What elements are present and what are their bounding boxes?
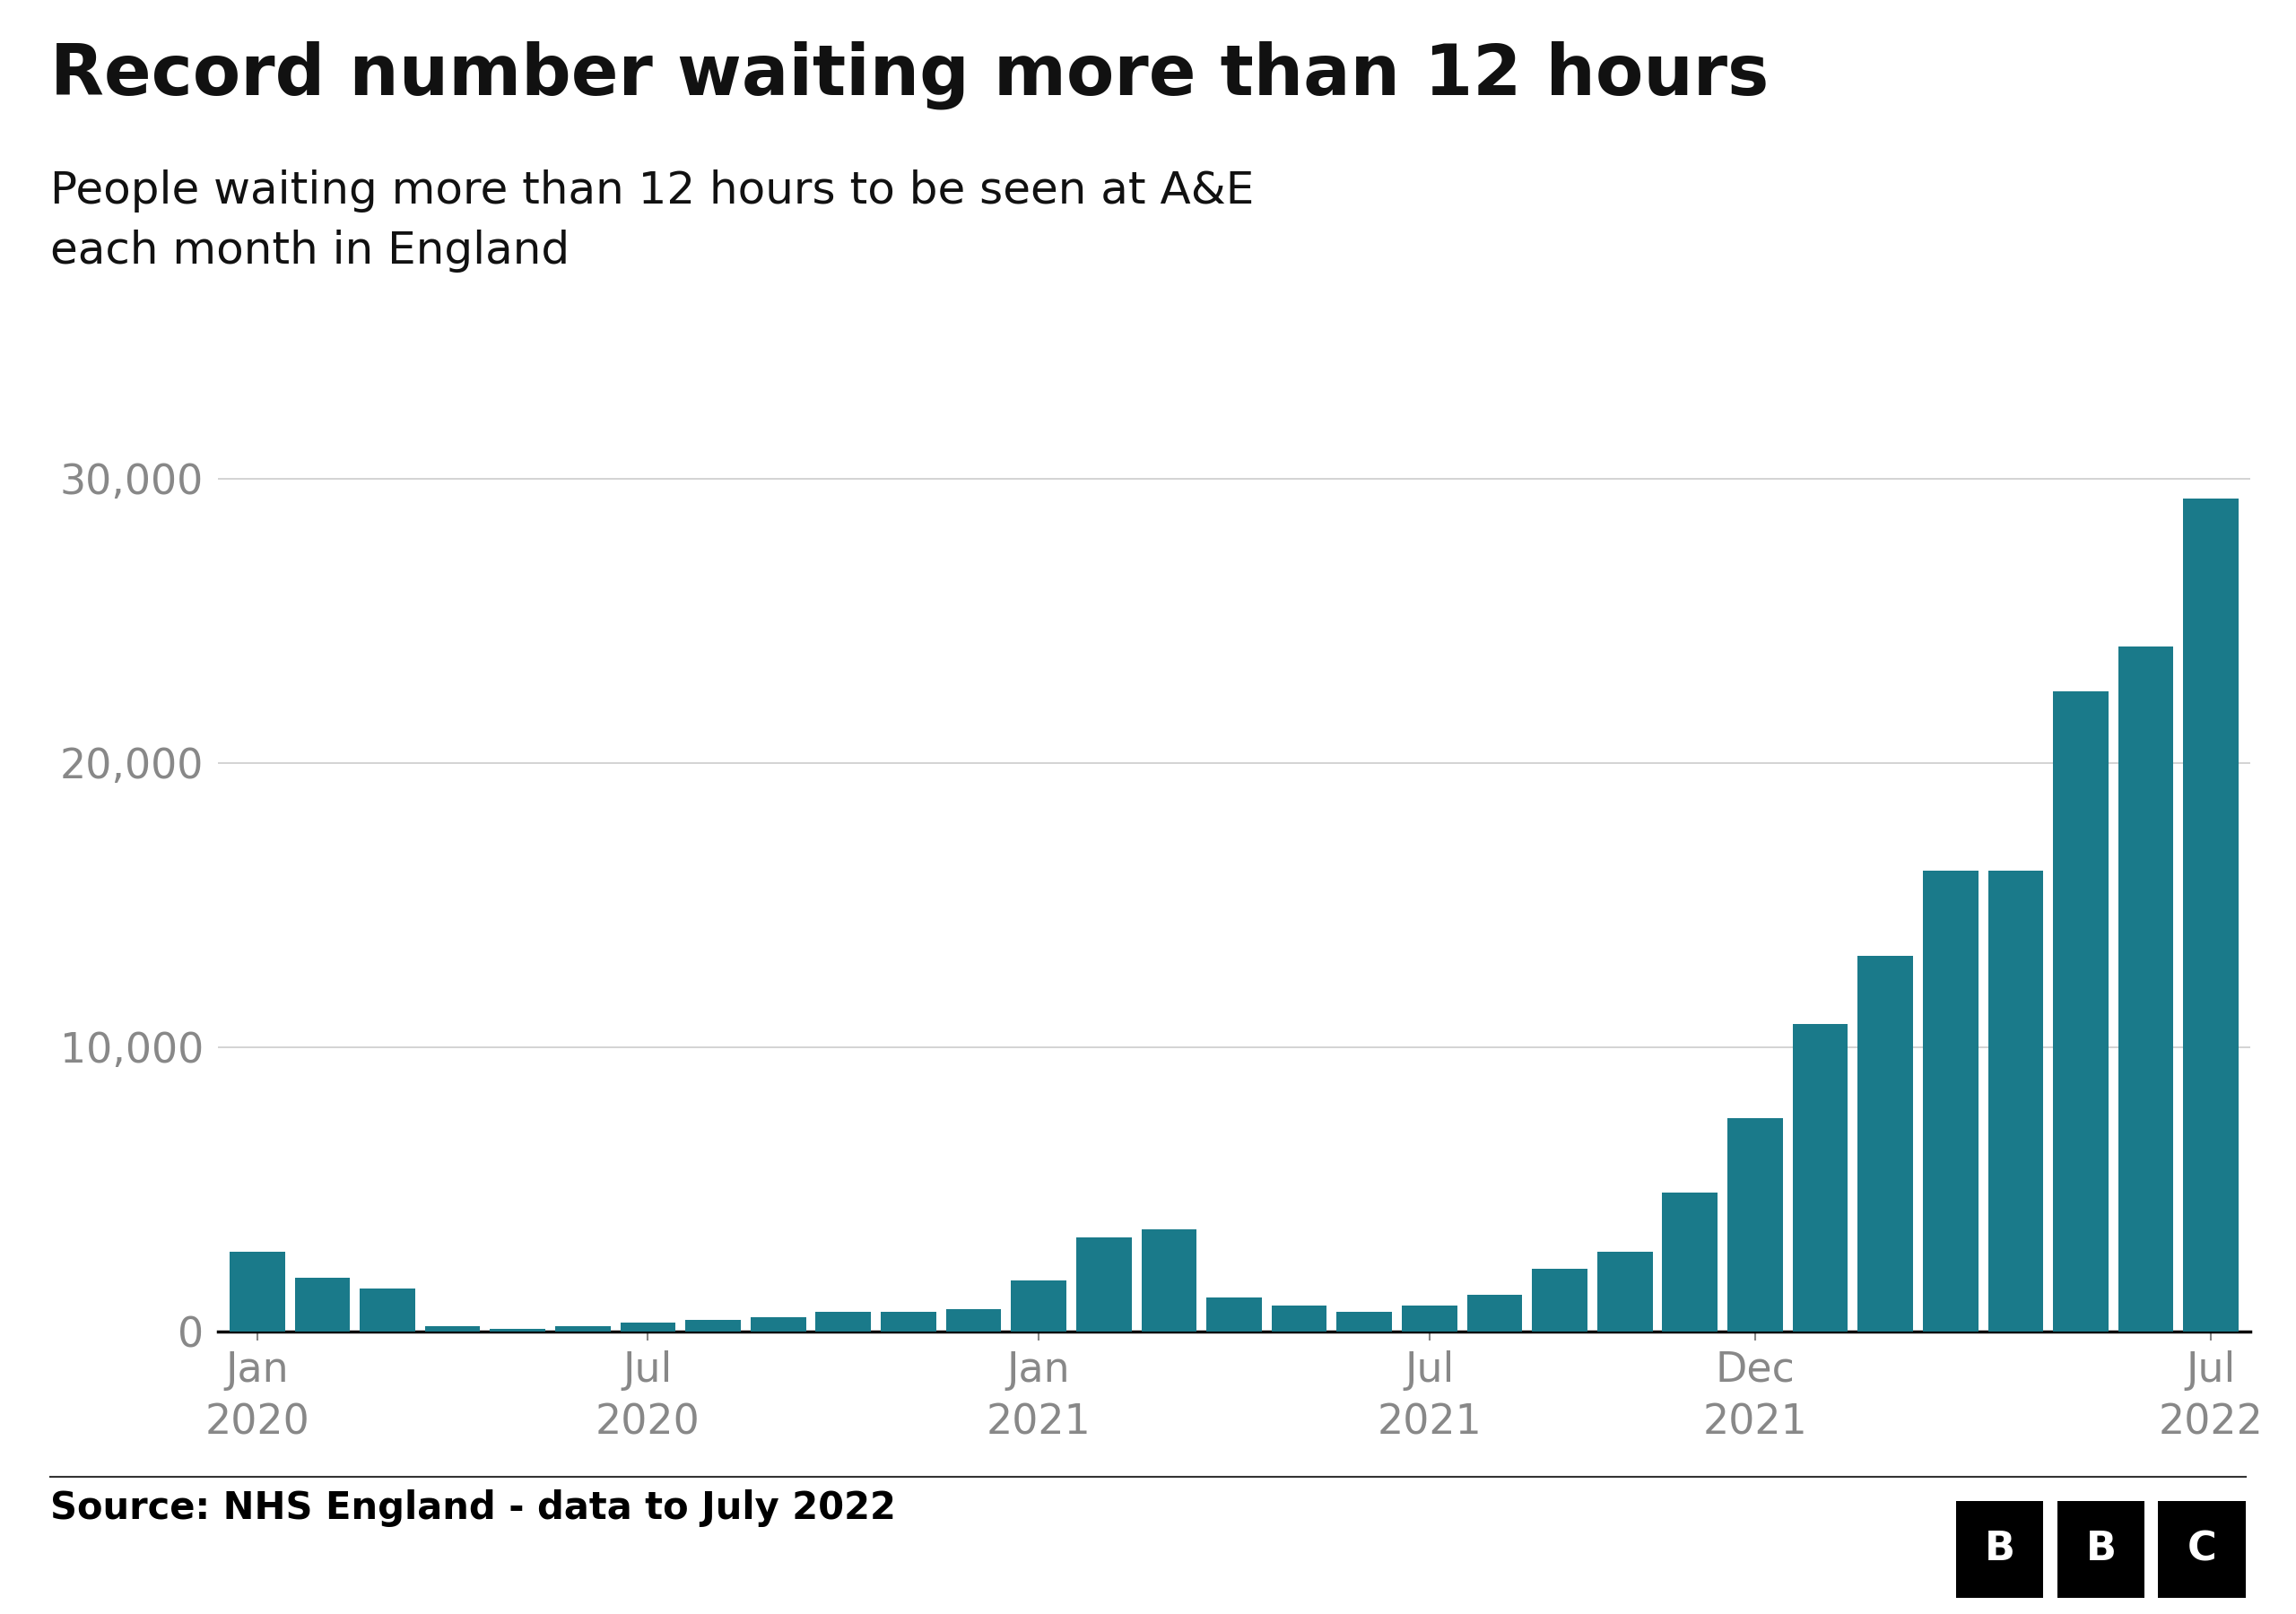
Bar [687,1320,742,1332]
Bar [294,1278,349,1332]
Bar [230,1252,285,1332]
Bar [1793,1025,1848,1332]
Text: B: B [1984,1530,2016,1569]
Bar [2053,692,2108,1332]
Bar [556,1325,611,1332]
Bar [620,1323,675,1332]
Bar [425,1325,480,1332]
Bar [1922,872,1979,1332]
Bar [882,1312,937,1332]
Bar [360,1290,416,1332]
Bar [1403,1306,1458,1332]
Bar [751,1317,806,1332]
Bar [1727,1119,1782,1332]
Bar [1077,1238,1132,1332]
Bar [815,1312,870,1332]
Text: People waiting more than 12 hours to be seen at A&E
each month in England: People waiting more than 12 hours to be … [51,169,1254,273]
Bar [1988,872,2043,1332]
Text: Record number waiting more than 12 hours: Record number waiting more than 12 hours [51,40,1770,110]
Bar [2183,499,2239,1332]
Bar [489,1328,546,1332]
Bar [1272,1306,1327,1332]
Bar [1662,1193,1717,1332]
Bar [1598,1252,1653,1332]
Bar [1205,1298,1263,1332]
Bar [1531,1269,1587,1332]
Text: C: C [2188,1530,2216,1569]
Bar [1857,955,1913,1332]
Bar [1010,1280,1065,1332]
Text: B: B [2085,1530,2117,1569]
Bar [1336,1312,1391,1332]
Bar [1141,1230,1196,1332]
Text: Source: NHS England - data to July 2022: Source: NHS England - data to July 2022 [51,1490,895,1527]
Bar [946,1309,1001,1332]
Bar [1467,1294,1522,1332]
Bar [2119,646,2174,1332]
